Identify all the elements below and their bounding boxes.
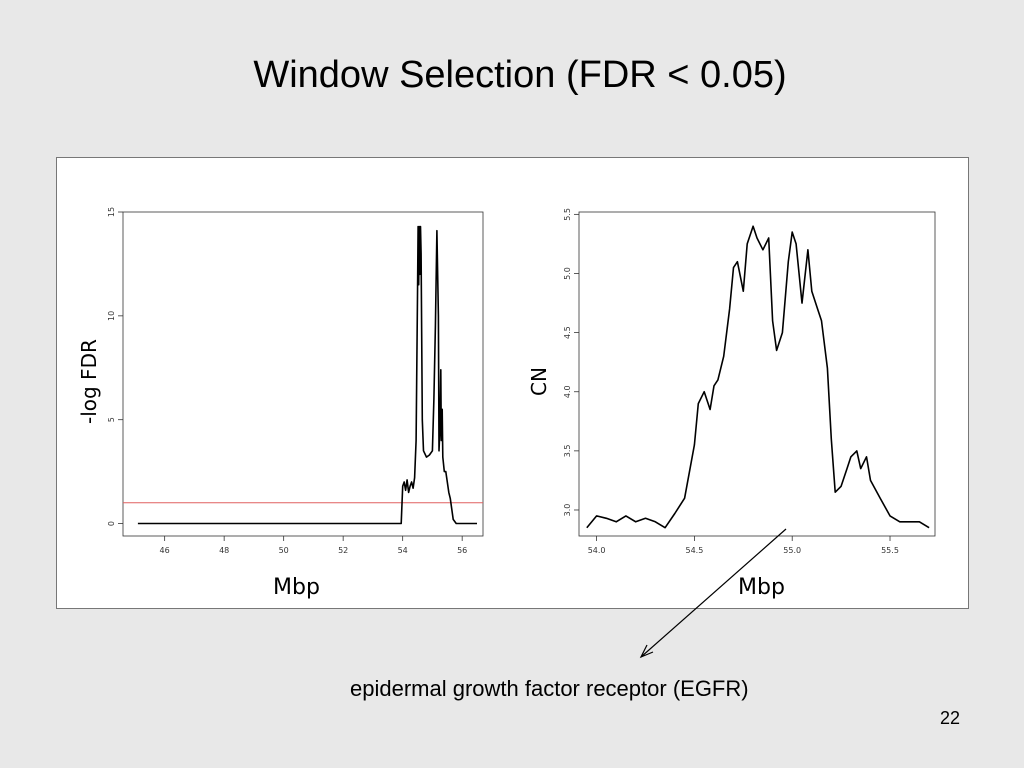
left-x-tick-label: 48 [219, 546, 229, 555]
page-number: 22 [940, 708, 961, 728]
right-y-tick-label: 5.0 [563, 267, 572, 280]
right-y-tick-label: 5.5 [563, 208, 572, 221]
right-y-tick-label: 4.0 [563, 385, 572, 398]
left-x-tick-label: 46 [160, 546, 170, 555]
right-x-tick-label: 55.5 [881, 546, 899, 555]
left-x-tick-label: 52 [338, 546, 348, 555]
right-plot-frame [578, 211, 936, 537]
left-y-tick-label: 5 [107, 417, 116, 422]
right-y-tick-label: 4.5 [563, 326, 572, 339]
right-x-axis-label: Mbp [738, 575, 785, 600]
left-series-line [137, 225, 477, 525]
right-x-tick-label: 54.0 [588, 546, 606, 555]
right-x-tick-label: 55.0 [783, 546, 801, 555]
slide-title: Window Selection (FDR < 0.05) [253, 54, 787, 96]
left-x-tick-label: 56 [457, 546, 467, 555]
left-y-tick-label: 0 [107, 521, 116, 526]
left-x-tick-label: 54 [398, 546, 408, 555]
left-x-tick-label: 50 [279, 546, 289, 555]
right-y-axis-label: CN [527, 367, 551, 396]
left-x-axis-label: Mbp [273, 575, 320, 600]
egfr-annotation: epidermal growth factor receptor (EGFR) [350, 676, 749, 701]
left-y-tick-label: 10 [107, 311, 116, 321]
right-y-tick-label: 3.0 [563, 504, 572, 517]
right-series-line [586, 225, 930, 529]
left-y-axis-label: -log FDR [77, 339, 101, 424]
right-y-tick-label: 3.5 [563, 444, 572, 457]
left-plot-frame [122, 211, 484, 537]
left-y-tick-label: 15 [107, 207, 116, 217]
right-x-tick-label: 54.5 [686, 546, 704, 555]
figure-panel: 46 48 50 52 54 56 0 5 10 15 54.0 54.5 55.0 55.5 3.0 3.5… [56, 157, 969, 609]
charts-canvas: 46 48 50 52 54 56 0 5 10 15 54.0 54.5 55.0 55.5 3.0 3.5… [107, 207, 936, 555]
